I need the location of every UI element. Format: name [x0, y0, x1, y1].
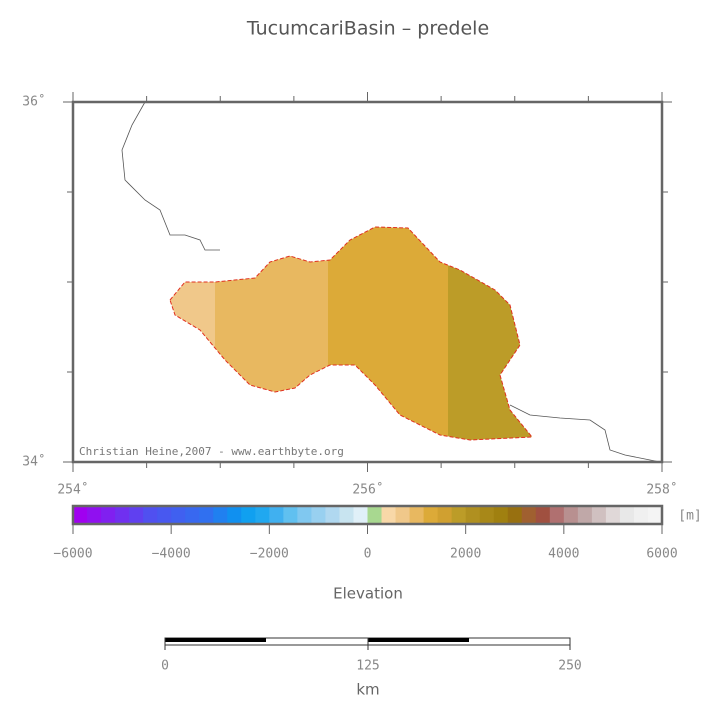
scale-label: 250 — [558, 659, 581, 674]
colorbar-swatch — [227, 506, 242, 524]
colorbar-swatch — [647, 506, 663, 524]
basin — [170, 227, 532, 440]
colorbar-swatch — [143, 506, 158, 524]
colorbar-swatch — [241, 506, 256, 524]
colorbar — [73, 506, 663, 524]
colorbar-swatch — [73, 506, 88, 524]
colorbar-swatch — [381, 506, 397, 524]
colorbar-swatch — [591, 506, 607, 524]
colorbar-swatch — [465, 506, 481, 524]
title: TucumcariBasin – predele — [246, 18, 489, 40]
colorbar-swatch — [87, 506, 102, 524]
scale-label: 0 — [161, 659, 169, 674]
colorbar-swatch — [101, 506, 116, 524]
colorbar-swatch — [199, 506, 214, 524]
colorbar-swatch — [423, 506, 439, 524]
colorbar-swatch — [633, 506, 649, 524]
lon-label: 254˚ — [57, 482, 88, 498]
colorbar-tick-label: 0 — [364, 547, 372, 562]
scalebar — [164, 637, 571, 650]
credit: Christian Heine,2007 - www.earthbyte.org — [79, 445, 344, 458]
colorbar-swatch — [493, 506, 509, 524]
coastline — [121, 101, 220, 251]
colorbar-swatch — [157, 506, 172, 524]
lat-label: 36˚ — [22, 94, 45, 110]
colorbar-swatch — [213, 506, 228, 524]
colorbar-swatch — [255, 506, 270, 524]
coastline — [509, 404, 661, 463]
colorbar-unit: [m] — [678, 509, 701, 524]
colorbar-tick-label: −4000 — [152, 547, 191, 562]
colorbar-tick-label: 2000 — [450, 547, 481, 562]
colorbar-swatch — [185, 506, 200, 524]
colorbar-swatch — [353, 506, 368, 524]
colorbar-swatch — [283, 506, 298, 524]
colorbar-swatch — [129, 506, 144, 524]
colorbar-tick-label: 4000 — [548, 547, 579, 562]
colorbar-swatch — [577, 506, 593, 524]
colorbar-swatch — [367, 506, 383, 524]
lon-label: 256˚ — [352, 482, 383, 498]
colorbar-swatch — [535, 506, 551, 524]
scale-label: 125 — [356, 659, 379, 674]
colorbar-tick-label: −6000 — [53, 547, 92, 562]
colorbar-swatch — [451, 506, 467, 524]
colorbar-swatch — [521, 506, 537, 524]
colorbar-swatch — [479, 506, 495, 524]
basin-outline — [169, 226, 534, 441]
lon-label: 258˚ — [646, 482, 677, 498]
colorbar-swatch — [297, 506, 312, 524]
colorbar-swatch — [311, 506, 326, 524]
colorbar-swatch — [563, 506, 579, 524]
colorbar-swatch — [437, 506, 453, 524]
colorbar-tick-label: 6000 — [646, 547, 677, 562]
colorbar-tick-label: −2000 — [250, 547, 289, 562]
colorbar-swatch — [619, 506, 635, 524]
colorbar-swatch — [507, 506, 523, 524]
colorbar-swatch — [339, 506, 354, 524]
colorbar-swatch — [171, 506, 186, 524]
lat-label: 34˚ — [22, 454, 45, 470]
frame-ticks — [63, 92, 672, 472]
colorbar-swatch — [549, 506, 565, 524]
colorbar-swatch — [269, 506, 284, 524]
colorbar-swatch — [409, 506, 425, 524]
colorbar-swatch — [395, 506, 411, 524]
colorbar-swatch — [115, 506, 130, 524]
colorbar-swatch — [605, 506, 621, 524]
colorbar-ticks: −6000 −4000 −2000 0 2000 4000 6000 — [53, 524, 678, 562]
colorbar-label: Elevation — [333, 585, 403, 603]
scale-unit: km — [356, 681, 379, 699]
colorbar-swatch — [325, 506, 340, 524]
